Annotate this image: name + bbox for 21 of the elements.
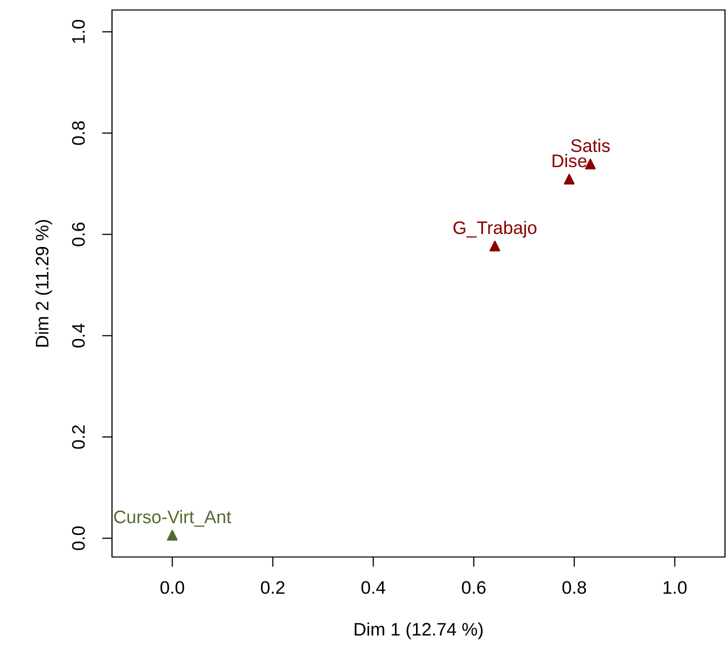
annotation: G_Trabajo	[453, 220, 536, 238]
y-tick-label: 0.2	[72, 425, 85, 449]
x-tick-label: 1.0	[664, 581, 687, 594]
x-tick-label: 0.6	[462, 581, 486, 594]
x-tick-label: 0.4	[361, 581, 386, 594]
y-tick-label: 0.0	[72, 526, 85, 550]
y-tick-label: 0.4	[72, 324, 85, 348]
annotation: Curso-Virt_Ant	[114, 510, 232, 527]
annotation: Satis	[571, 138, 610, 152]
annotation: Dise	[552, 154, 586, 168]
y-tick-label: 1.0	[72, 20, 85, 43]
y-tick-label: 0.6	[72, 222, 85, 246]
point	[490, 240, 500, 252]
point	[564, 174, 575, 185]
x-tick-label: 0.8	[562, 581, 586, 594]
x-tick-label: 0.0	[160, 581, 184, 594]
y-tick-label: 0.8	[72, 121, 85, 145]
x-tick-label: 0.2	[260, 581, 284, 594]
x-axis-title: Dim 1 (12.74 %)	[354, 622, 483, 640]
point	[166, 530, 178, 541]
y-axis-title: Dim 2 (11.29 %)	[35, 220, 52, 347]
